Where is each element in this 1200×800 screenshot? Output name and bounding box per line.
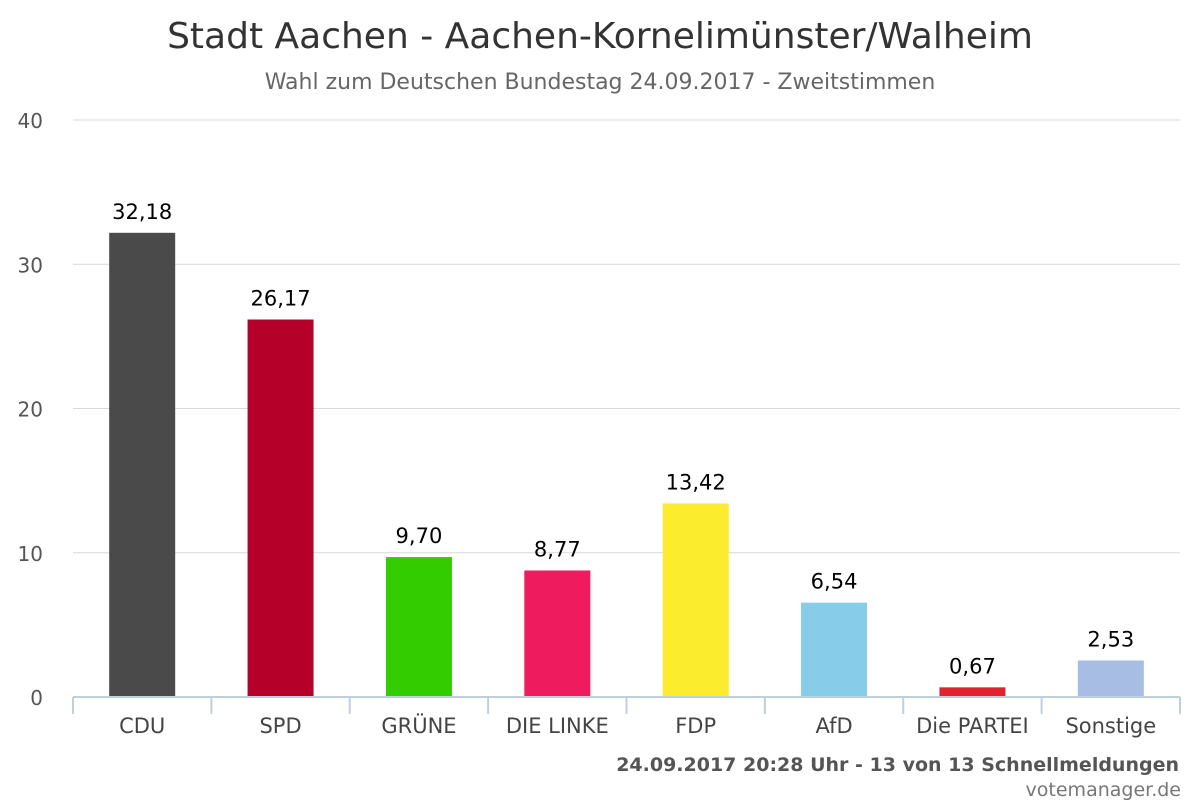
footer-credit: votemanager.de bbox=[1026, 779, 1181, 800]
x-tick-label: GRÜNE bbox=[381, 713, 456, 738]
x-tick-label: Die PARTEI bbox=[916, 714, 1029, 738]
y-tick-label: 0 bbox=[30, 686, 43, 710]
x-tick-label: FDP bbox=[675, 714, 716, 738]
y-tick-label: 20 bbox=[18, 398, 43, 422]
x-tick-label: CDU bbox=[119, 714, 165, 738]
data-label: 8,77 bbox=[534, 537, 581, 561]
bar-die-linke bbox=[524, 570, 591, 697]
data-label: 26,17 bbox=[251, 286, 311, 310]
data-label: 0,67 bbox=[949, 654, 996, 678]
data-label: 9,70 bbox=[396, 524, 443, 548]
x-tick-label: DIE LINKE bbox=[506, 714, 609, 738]
bar-spd bbox=[247, 319, 314, 697]
x-axis bbox=[72, 696, 1181, 714]
bar-gr-ne bbox=[385, 557, 452, 697]
footer-timestamp: 24.09.2017 20:28 Uhr - 13 von 13 Schnell… bbox=[616, 754, 1179, 776]
bar-sonstige bbox=[1077, 660, 1144, 697]
data-labels: 32,18 26,17 9,70 8,77 13,42 6,54 0,67 2,53 bbox=[112, 200, 1134, 679]
data-label: 6,54 bbox=[811, 570, 858, 594]
bar-afd bbox=[801, 602, 868, 697]
data-label: 13,42 bbox=[666, 470, 726, 494]
x-tick-label: Sonstige bbox=[1065, 714, 1156, 738]
gridlines bbox=[73, 119, 1180, 554]
x-tick-label: SPD bbox=[259, 714, 301, 738]
x-axis-ticks: CDU SPD GRÜNE DIE LINKE FDP AfD Die PARTEI Sons… bbox=[119, 713, 1156, 738]
x-tick-label: AfD bbox=[815, 714, 852, 738]
bars bbox=[109, 232, 1144, 697]
y-tick-label: 30 bbox=[18, 253, 43, 277]
data-label: 32,18 bbox=[112, 200, 172, 224]
y-tick-label: 40 bbox=[18, 109, 43, 133]
bar-fdp bbox=[662, 503, 729, 697]
chart-subtitle: Wahl zum Deutschen Bundestag 24.09.2017 … bbox=[265, 70, 936, 95]
bar-cdu bbox=[109, 232, 176, 697]
y-axis-ticks: 0 10 20 30 40 bbox=[18, 109, 43, 710]
y-tick-label: 10 bbox=[18, 542, 43, 566]
chart-title: Stadt Aachen - Aachen-Kornelimünster/Wal… bbox=[167, 16, 1033, 57]
data-label: 2,53 bbox=[1087, 628, 1134, 652]
bar-die-partei bbox=[939, 687, 1006, 697]
